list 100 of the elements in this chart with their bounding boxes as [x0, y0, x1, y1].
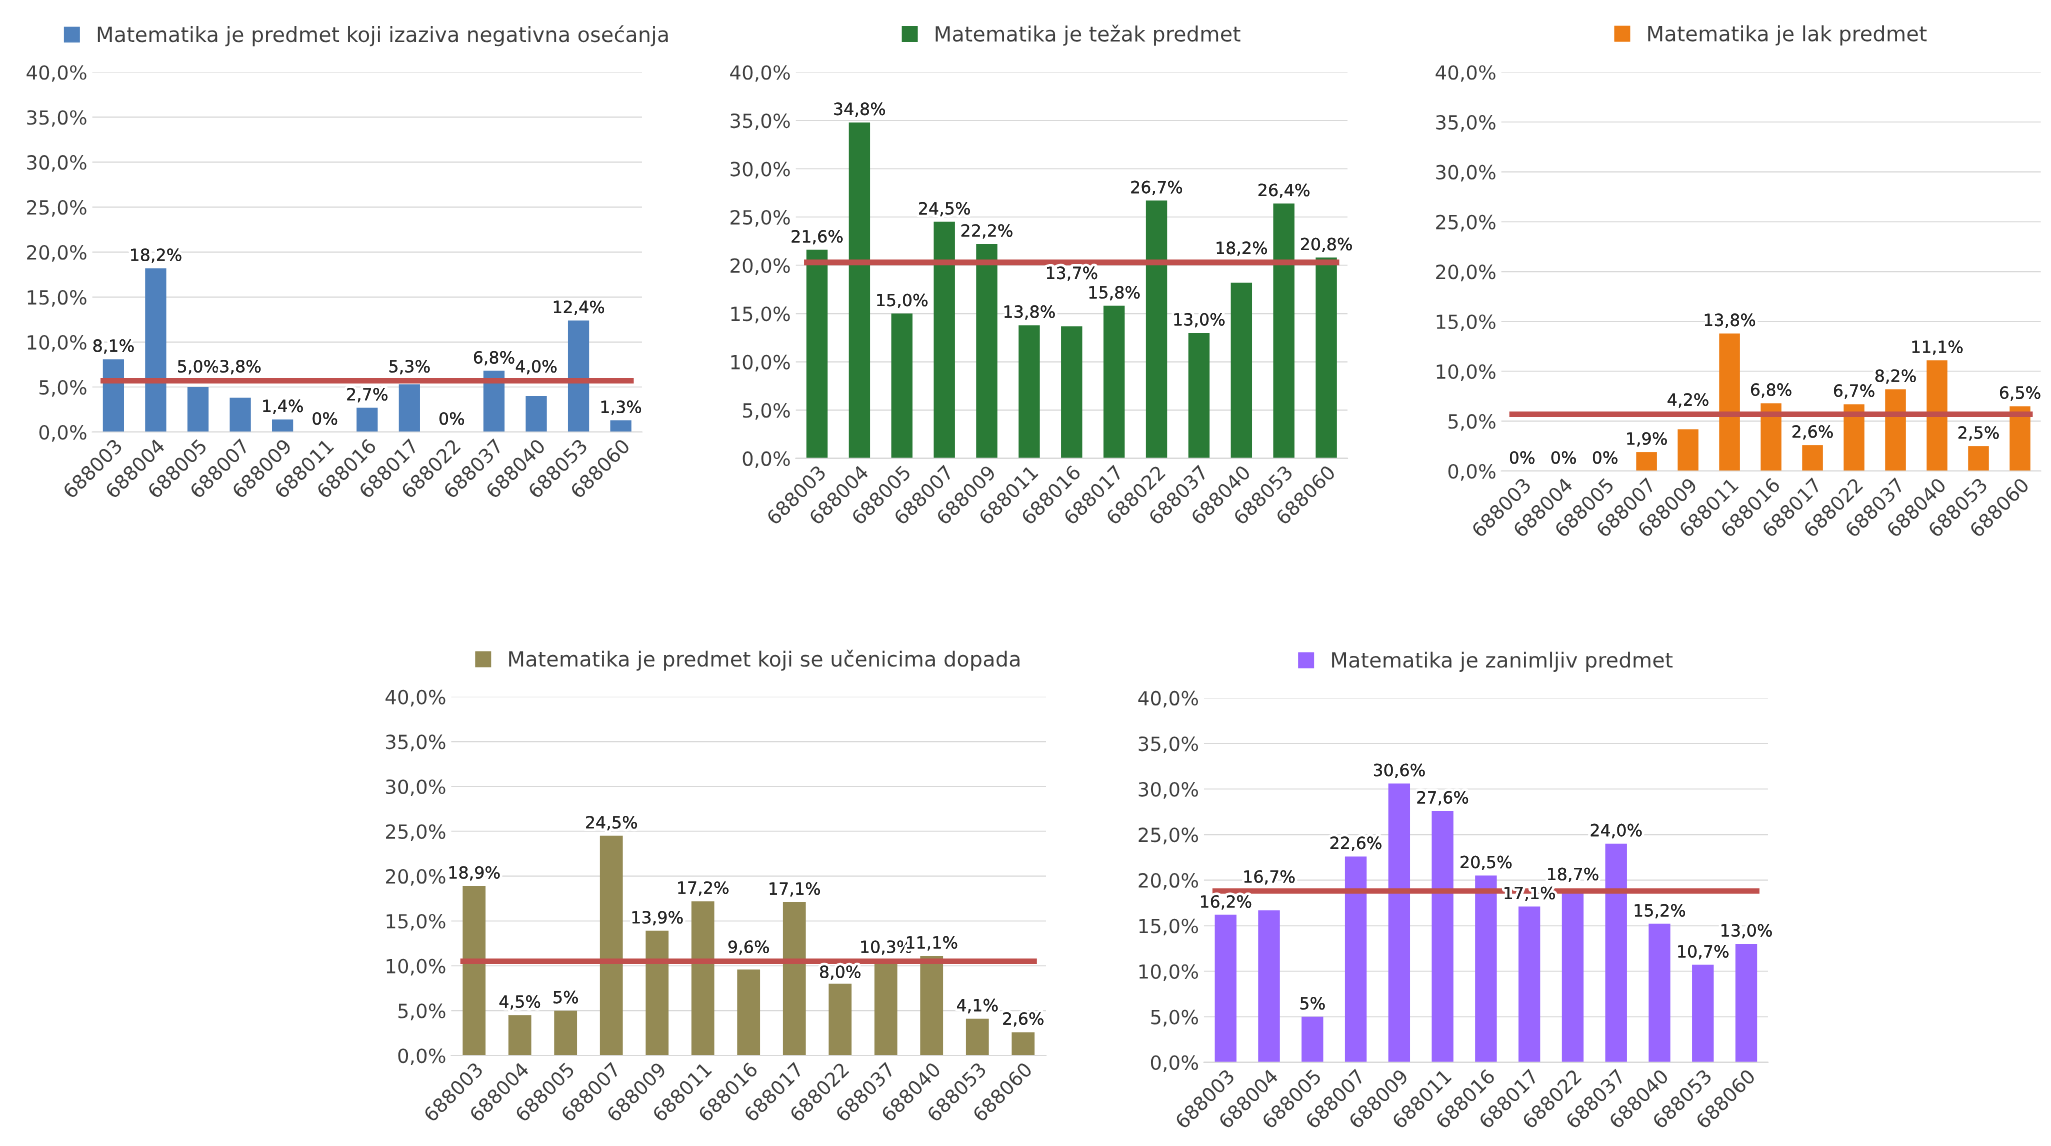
- bar: [145, 268, 167, 433]
- data-label: 18,7%: [1548, 867, 1599, 883]
- data-label: 8,2%: [1875, 369, 1916, 384]
- y-tick-label: 0,0%: [1150, 1055, 1198, 1072]
- bar: [920, 955, 944, 1056]
- bar: [1061, 326, 1083, 459]
- y-tick-label: 25,0%: [1138, 827, 1198, 845]
- y-tick-label: 15,0%: [731, 306, 790, 324]
- data-label: 11,1%: [1912, 340, 1963, 355]
- legend-label: Matematika je predmet koji se učenicima dopada: [509, 649, 1020, 671]
- bar: [102, 359, 125, 433]
- y-tick-label: 15,0%: [27, 290, 87, 307]
- y-tick-label: 30,0%: [1138, 781, 1198, 799]
- bar: [1518, 906, 1541, 1063]
- y-tick-label: 35,0%: [1436, 115, 1496, 132]
- bar: [1648, 923, 1671, 1063]
- y-tick-label: 20,0%: [730, 258, 790, 275]
- bar: [567, 320, 590, 433]
- data-label: 10,7%: [1678, 945, 1729, 960]
- data-label: 6,5%: [1999, 386, 2041, 401]
- y-tick-label: 10,0%: [386, 958, 446, 976]
- data-label: 6,7%: [1834, 384, 1875, 399]
- bar: [965, 1018, 989, 1056]
- bar: [976, 244, 998, 459]
- y-tick-label: 5,0%: [1448, 414, 1496, 431]
- y-tick-label: 5,0%: [743, 403, 790, 420]
- bar: [933, 221, 955, 459]
- y-tick-label: 40,0%: [385, 689, 446, 707]
- y-tick-label: 0,0%: [398, 1048, 446, 1066]
- bar: [1188, 332, 1210, 459]
- bar: [1214, 914, 1237, 1063]
- bar: [1258, 910, 1280, 1063]
- legend-label: Matematika je težak predmet: [935, 24, 1241, 46]
- bar: [483, 370, 505, 433]
- y-tick-label: 40,0%: [730, 65, 790, 82]
- bar: [1605, 843, 1627, 1063]
- data-label: 22,6%: [1330, 836, 1382, 851]
- y-tick-label: 5,0%: [39, 380, 87, 397]
- y-tick-label: 35,0%: [1138, 736, 1198, 754]
- data-label: 5%: [553, 990, 578, 1004]
- y-tick-label: 30,0%: [1436, 164, 1496, 182]
- bar: [356, 407, 378, 433]
- data-label: 20,8%: [1301, 237, 1352, 253]
- y-tick-label: 35,0%: [386, 734, 446, 752]
- data-label: 24,5%: [586, 815, 637, 831]
- bar: [1011, 1032, 1035, 1056]
- bar: [1926, 360, 1948, 472]
- bar: [1802, 445, 1823, 472]
- data-label: 8,0%: [820, 965, 861, 980]
- data-label: 3,8%: [220, 359, 261, 375]
- bar: [1431, 810, 1454, 1063]
- bar: [508, 1015, 532, 1056]
- data-label: 17,2%: [678, 881, 729, 896]
- y-tick-label: 40,0%: [1138, 690, 1198, 708]
- data-label: 4,5%: [499, 995, 541, 1010]
- data-label: 13,8%: [1004, 305, 1055, 320]
- data-label: 27,6%: [1417, 791, 1469, 806]
- data-label: 0%: [1592, 451, 1618, 464]
- bar: [1145, 200, 1168, 459]
- bar: [229, 397, 251, 433]
- y-tick-label: 10,0%: [1139, 964, 1198, 981]
- y-tick-label: 25,0%: [386, 824, 446, 841]
- data-label: 15,0%: [877, 293, 928, 309]
- data-label: 2,5%: [1958, 426, 1999, 441]
- data-label: 13,9%: [632, 910, 683, 926]
- bar: [1735, 943, 1758, 1063]
- bar: [462, 885, 486, 1056]
- bar: [1475, 875, 1497, 1063]
- data-label: 16,7%: [1244, 870, 1295, 885]
- data-label: 2,6%: [1003, 1012, 1044, 1027]
- data-label: 4,0%: [515, 359, 557, 375]
- data-label: 1,3%: [601, 400, 642, 415]
- bar: [1301, 1016, 1324, 1063]
- data-label: 26,7%: [1131, 180, 1183, 196]
- data-label: 1,9%: [1627, 432, 1667, 447]
- y-tick-label: 30,0%: [386, 779, 446, 797]
- bar: [1885, 389, 1906, 472]
- data-label: 30,6%: [1373, 763, 1425, 779]
- data-label: 34,8%: [834, 102, 885, 117]
- bar: [1692, 964, 1714, 1063]
- data-label: 9,6%: [728, 940, 769, 955]
- data-label: 22,2%: [961, 224, 1013, 239]
- y-tick-label: 25,0%: [1436, 214, 1496, 232]
- bar: [599, 835, 623, 1056]
- data-label: 13,0%: [1721, 924, 1772, 939]
- data-label: 6,8%: [1751, 383, 1792, 398]
- y-tick-label: 25,0%: [730, 209, 790, 227]
- data-label: 20,5%: [1460, 855, 1512, 871]
- data-label: 15,2%: [1634, 904, 1686, 919]
- bar: [1344, 856, 1367, 1063]
- data-label: 5%: [1300, 996, 1325, 1010]
- y-tick-label: 15,0%: [1139, 918, 1198, 936]
- bar: [554, 1010, 578, 1056]
- bar: [1273, 203, 1295, 459]
- data-label: 5,3%: [389, 359, 430, 375]
- bar: [1719, 333, 1740, 472]
- y-tick-label: 35,0%: [730, 113, 790, 131]
- data-label: 1,4%: [263, 399, 303, 414]
- y-tick-label: 5,0%: [1151, 1009, 1198, 1027]
- y-tick-label: 0,0%: [742, 451, 790, 469]
